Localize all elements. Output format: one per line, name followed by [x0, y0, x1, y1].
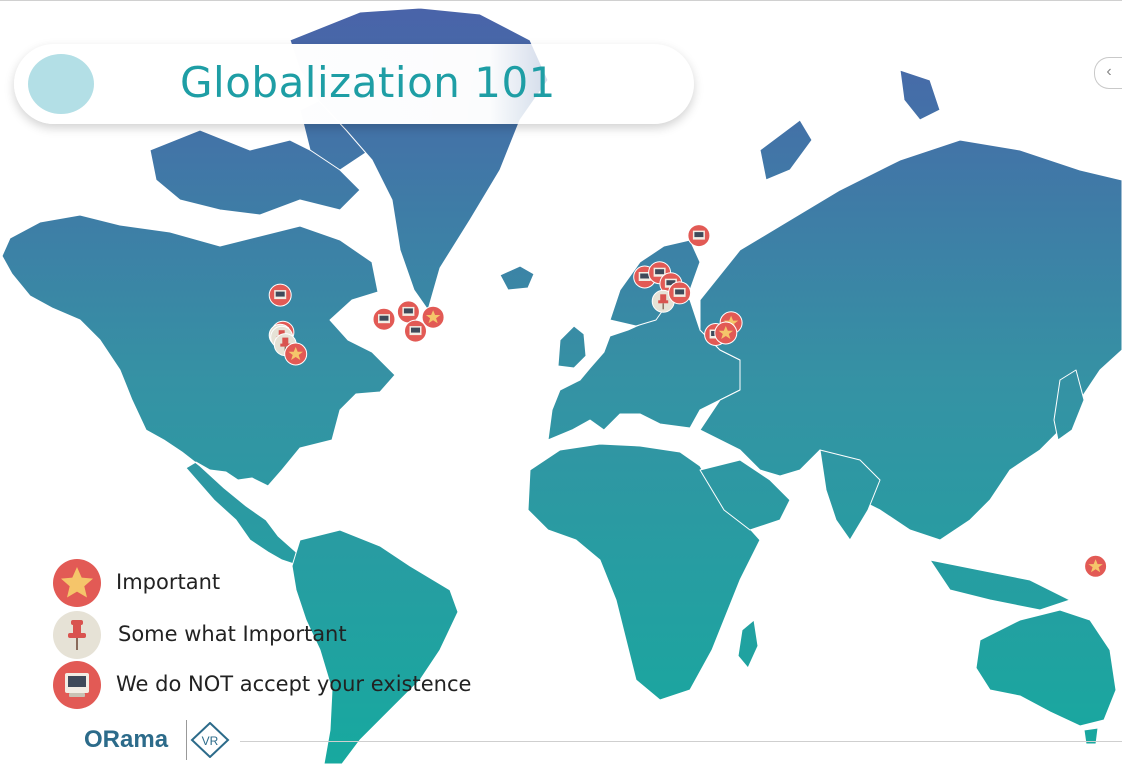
monitor-icon	[53, 661, 101, 709]
legend-label-not-accepted: We do NOT accept your existence	[116, 672, 472, 696]
logo-text: ORama	[84, 726, 169, 753]
continents	[1, 7, 1122, 764]
page-title: Globalization 101	[180, 58, 556, 107]
iceland	[499, 265, 535, 291]
map-marker-not-accepted[interactable]	[668, 281, 692, 305]
legend-label-somewhat: Some what Important	[118, 622, 347, 646]
map-marker-important[interactable]	[1084, 554, 1108, 578]
australia	[975, 609, 1117, 727]
chevron-left-icon: ‹	[1106, 63, 1112, 80]
logo-separator	[186, 720, 187, 760]
star-icon	[53, 559, 101, 607]
collapse-button[interactable]: ‹	[1094, 57, 1122, 89]
novaya-zemlya	[759, 119, 813, 181]
map-marker-not-accepted[interactable]	[687, 224, 711, 248]
arabian-peninsula	[699, 459, 791, 531]
arctic-islands	[149, 129, 361, 216]
map-marker-not-accepted[interactable]	[372, 307, 396, 331]
south-america	[291, 529, 459, 764]
footer-divider	[240, 741, 1122, 742]
japan	[1053, 369, 1085, 441]
africa	[527, 443, 761, 701]
india	[819, 449, 881, 541]
map-marker-not-accepted[interactable]	[396, 300, 420, 324]
map-marker-not-accepted[interactable]	[268, 283, 292, 307]
title-circle	[28, 54, 94, 114]
map-marker-not-accepted[interactable]	[404, 319, 427, 343]
asia	[699, 139, 1122, 541]
map-marker-important[interactable]	[714, 321, 738, 345]
great-britain	[557, 325, 587, 369]
top-border	[0, 0, 1122, 1]
vr-badge-icon: VR	[190, 722, 230, 758]
vr-badge-text: VR	[202, 734, 219, 748]
map-marker-important[interactable]	[421, 305, 445, 329]
indonesia	[929, 559, 1071, 611]
map-marker-important[interactable]	[284, 342, 308, 366]
pushpin-icon	[53, 611, 101, 659]
marker-layer	[268, 224, 1108, 578]
madagascar	[737, 619, 759, 669]
severnaya-zemlya	[899, 69, 941, 121]
tasmania	[1083, 727, 1099, 745]
legend-label-important: Important	[116, 570, 221, 594]
title-banner	[14, 44, 694, 124]
north-america	[1, 214, 396, 567]
